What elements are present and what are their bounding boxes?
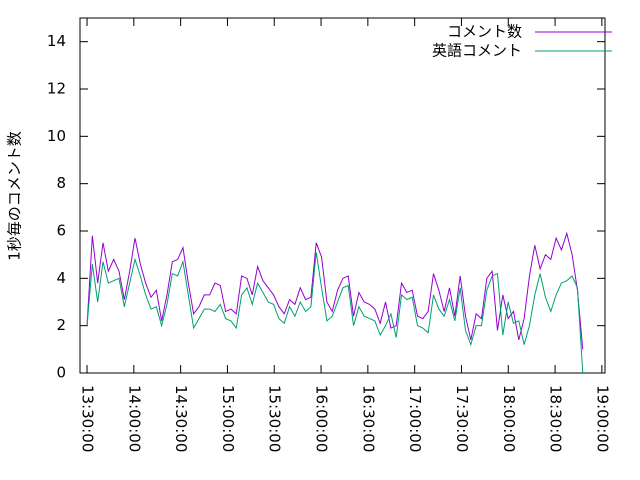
- y-tick-label: 2: [56, 316, 66, 334]
- legend-label: コメント数: [447, 23, 522, 41]
- x-tick-label: 16:30:00: [359, 385, 377, 452]
- y-tick-label: 10: [47, 127, 66, 145]
- y-tick-label: 4: [56, 269, 66, 287]
- y-tick-label: 12: [47, 80, 66, 98]
- y-tick-label: 8: [56, 174, 66, 192]
- legend-label: 英語コメント: [432, 42, 522, 60]
- series-line: [86, 252, 584, 374]
- x-tick-label: 19:00:00: [593, 385, 611, 452]
- x-tick-label: 15:30:00: [266, 385, 284, 452]
- y-tick-label: 14: [47, 32, 66, 50]
- x-tick-label: 18:30:00: [547, 385, 565, 452]
- y-axis-label: 1秒毎のコメント数: [6, 131, 24, 261]
- x-tick-label: 17:30:00: [453, 385, 471, 452]
- x-tick-label: 18:00:00: [500, 385, 518, 452]
- x-tick-label: 13:30:00: [79, 385, 97, 452]
- plot-border: [79, 17, 606, 374]
- x-tick-label: 17:00:00: [406, 385, 424, 452]
- x-tick-label: 16:00:00: [313, 385, 331, 452]
- x-tick-label: 14:00:00: [125, 385, 143, 452]
- y-tick-label: 6: [56, 222, 66, 240]
- y-tick-label: 0: [56, 364, 66, 382]
- x-tick-label: 14:30:00: [172, 385, 190, 452]
- series-line: [86, 231, 584, 350]
- x-tick-label: 15:00:00: [219, 385, 237, 452]
